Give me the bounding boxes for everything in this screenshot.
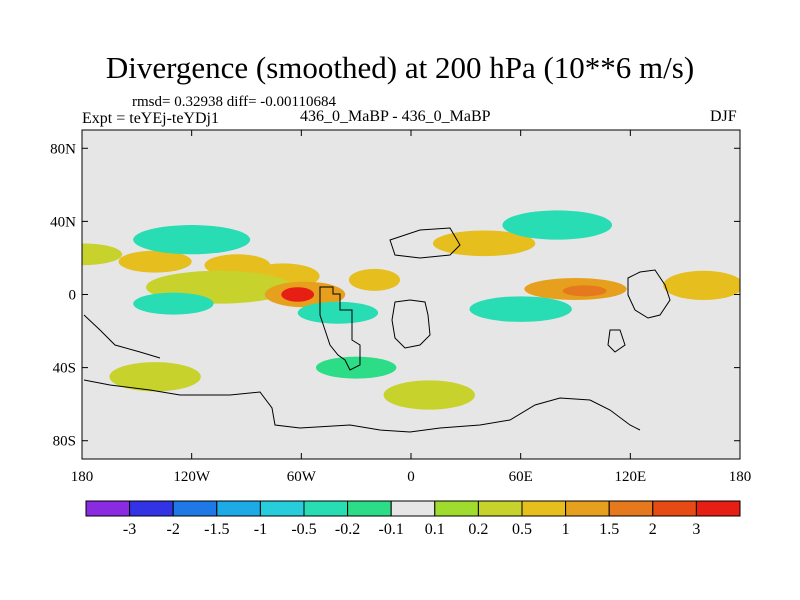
colorbar-label-3: -1	[254, 521, 267, 538]
colorbar-swatch-6	[347, 500, 392, 517]
x-tick-label-2: 60W	[287, 469, 317, 485]
divergence-feature-18	[383, 380, 475, 410]
divergence-feature-19	[315, 356, 397, 379]
colorbar-swatch-13	[652, 500, 697, 517]
colorbar-swatch-9	[477, 500, 523, 517]
colorbar-label-1: -2	[167, 521, 180, 538]
y-tick-label-0: 80N	[50, 141, 76, 157]
colorbar-label-8: 0.2	[468, 521, 488, 538]
experiment-label: Expt = teYEj-teYDj1	[82, 110, 219, 127]
colorbar-label-9: 0.5	[512, 521, 532, 538]
divergence-feature-8	[432, 230, 536, 257]
divergence-feature-1	[118, 250, 192, 273]
x-tick-label-6: 180	[729, 469, 752, 485]
divergence-feature-7	[348, 268, 401, 291]
colorbar-label-5: -0.2	[335, 521, 360, 538]
x-tick-label-3: 0	[407, 469, 415, 485]
colorbar-label-7: 0.1	[425, 521, 445, 538]
colorbar-label-10: 1	[562, 521, 570, 538]
colorbar-swatch-1	[129, 500, 174, 517]
x-tick-label-4: 60E	[509, 469, 533, 485]
colorbar-swatch-2	[172, 500, 218, 517]
x-tick-label-1: 120W	[173, 469, 211, 485]
x-tick-label-0: 180	[71, 469, 94, 485]
colorbar-label-12: 2	[649, 521, 657, 538]
colorbar-swatch-7	[390, 500, 436, 517]
x-tick-label-5: 120E	[614, 469, 646, 485]
colorbar-swatch-11	[565, 500, 610, 517]
colorbar-swatch-3	[216, 500, 261, 517]
center-label: 436_0_MaBP - 436_0_MaBP	[300, 108, 491, 125]
colorbar-label-13: 3	[692, 521, 700, 538]
stats-label: rmsd= 0.32938 diff= -0.00110684	[132, 94, 336, 110]
divergence-feature-13	[297, 301, 379, 324]
colorbar-label-6: -0.1	[379, 521, 404, 538]
coastline-overlay	[83, 227, 671, 433]
divergence-feature-11	[663, 270, 740, 300]
colorbar-swatch-0	[85, 500, 131, 517]
season-label: DJF	[710, 108, 737, 125]
chart-title: Divergence (smoothed) at 200 hPa (10**6 …	[105, 50, 695, 85]
divergence-feature-0	[82, 243, 123, 266]
colorbar-swatch-5	[303, 500, 349, 517]
colorbar-swatch-14	[695, 500, 741, 517]
y-tick-label-4: 80S	[53, 434, 76, 450]
y-tick-label-1: 40N	[50, 214, 76, 230]
divergence-feature-6	[281, 287, 315, 302]
colorbar-swatch-8	[434, 500, 479, 517]
divergence-feature-16	[502, 210, 613, 240]
colorbar-swatch-12	[608, 500, 654, 517]
colorbar-label-4: -0.5	[291, 521, 316, 538]
colorbar-label-2: -1.5	[204, 521, 229, 538]
colorbar-swatch-10	[521, 500, 567, 517]
divergence-feature-17	[109, 362, 201, 392]
divergence-field	[82, 210, 740, 410]
colorbar-label-11: 1.5	[599, 521, 619, 538]
y-tick-label-3: 40S	[53, 361, 76, 377]
y-tick-label-2: 0	[69, 288, 77, 304]
divergence-feature-15	[133, 225, 251, 255]
colorbar-label-0: -3	[123, 521, 136, 538]
divergence-feature-12	[133, 292, 214, 315]
colorbar-swatch-4	[259, 500, 305, 517]
divergence-feature-14	[469, 296, 572, 322]
divergence-feature-10	[562, 285, 607, 297]
